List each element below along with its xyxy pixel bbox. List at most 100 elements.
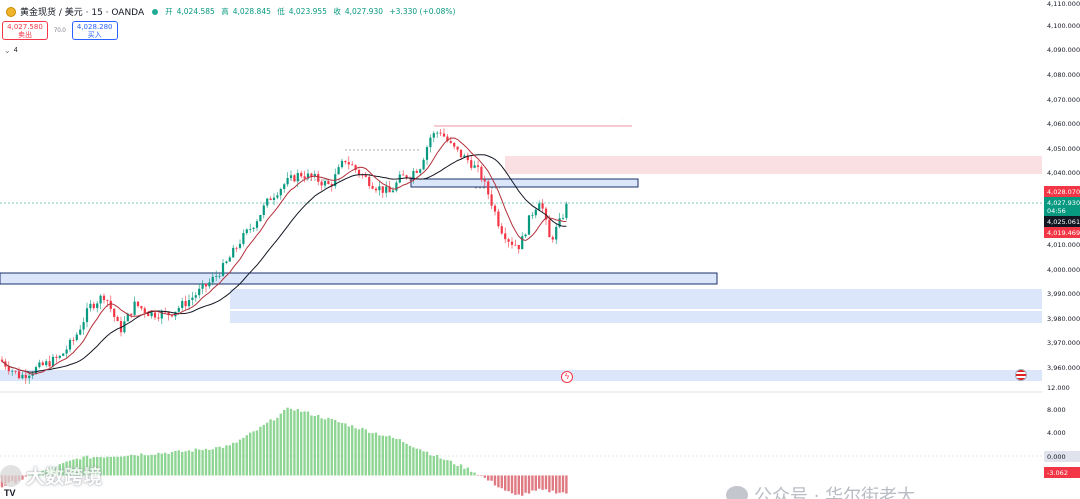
candle-body[interactable] xyxy=(167,311,170,316)
candle-body[interactable] xyxy=(538,203,541,210)
candle-body[interactable] xyxy=(211,276,214,283)
candle-body[interactable] xyxy=(429,137,432,148)
candle-body[interactable] xyxy=(62,353,65,356)
candles-group[interactable] xyxy=(0,128,568,384)
candle-body[interactable] xyxy=(565,203,568,218)
candle-body[interactable] xyxy=(521,236,524,250)
candle-body[interactable] xyxy=(551,237,554,240)
candle-body[interactable] xyxy=(218,275,221,277)
candle-body[interactable] xyxy=(58,355,61,358)
candle-body[interactable] xyxy=(79,329,82,335)
candle-body[interactable] xyxy=(507,239,510,242)
candle-body[interactable] xyxy=(378,186,381,191)
candle-body[interactable] xyxy=(14,370,17,372)
candle-body[interactable] xyxy=(208,282,211,287)
candle-body[interactable] xyxy=(483,179,486,182)
candle-body[interactable] xyxy=(555,226,558,240)
candle-body[interactable] xyxy=(68,339,72,350)
candle-body[interactable] xyxy=(198,288,201,296)
candle-body[interactable] xyxy=(510,241,514,245)
candle-body[interactable] xyxy=(136,301,140,307)
candle-body[interactable] xyxy=(306,173,310,179)
candle-body[interactable] xyxy=(232,247,235,258)
candle-body[interactable] xyxy=(133,301,136,315)
candle-body[interactable] xyxy=(473,165,476,168)
candle-body[interactable] xyxy=(75,334,78,341)
candle-body[interactable] xyxy=(548,219,551,238)
candle-body[interactable] xyxy=(55,356,58,358)
candle-body[interactable] xyxy=(228,257,231,262)
candle-body[interactable] xyxy=(449,141,452,143)
candle-body[interactable] xyxy=(51,356,55,367)
candle-body[interactable] xyxy=(490,194,493,206)
candle-body[interactable] xyxy=(259,214,262,222)
candle-body[interactable] xyxy=(7,366,10,372)
candle-body[interactable] xyxy=(0,359,4,362)
candle-body[interactable] xyxy=(21,374,24,379)
candle-body[interactable] xyxy=(323,181,327,186)
candle-body[interactable] xyxy=(310,173,313,177)
candle-body[interactable] xyxy=(524,234,527,237)
candle-body[interactable] xyxy=(419,169,422,173)
candle-body[interactable] xyxy=(364,175,367,177)
candle-body[interactable] xyxy=(500,226,503,234)
candle-body[interactable] xyxy=(504,233,507,240)
candle-body[interactable] xyxy=(266,198,269,206)
candle-body[interactable] xyxy=(153,312,157,318)
candle-body[interactable] xyxy=(221,263,225,276)
candle-body[interactable] xyxy=(317,174,320,182)
candle-body[interactable] xyxy=(242,233,245,244)
lightning-alert-icon[interactable]: ϟ xyxy=(561,371,573,383)
candle-body[interactable] xyxy=(381,186,384,193)
candle-body[interactable] xyxy=(347,162,350,165)
symbol-title[interactable]: 黄金现货 / 美元 · 15 · OANDA xyxy=(20,8,145,18)
candle-body[interactable] xyxy=(337,167,340,175)
candle-body[interactable] xyxy=(170,315,174,317)
candle-body[interactable] xyxy=(388,186,391,193)
candle-body[interactable] xyxy=(368,176,371,187)
candle-body[interactable] xyxy=(463,155,466,158)
candle-body[interactable] xyxy=(436,132,439,134)
candle-body[interactable] xyxy=(344,160,347,163)
candle-body[interactable] xyxy=(24,374,27,379)
candle-body[interactable] xyxy=(99,295,102,304)
candle-body[interactable] xyxy=(286,178,289,185)
candle-body[interactable] xyxy=(425,147,429,160)
candle-body[interactable] xyxy=(320,181,323,186)
candle-body[interactable] xyxy=(446,136,449,142)
candle-body[interactable] xyxy=(65,349,68,354)
candle-body[interactable] xyxy=(45,361,48,366)
candle-body[interactable] xyxy=(157,317,160,319)
candle-body[interactable] xyxy=(116,316,119,322)
candle-body[interactable] xyxy=(245,229,248,234)
candle-body[interactable] xyxy=(480,166,483,180)
candle-body[interactable] xyxy=(34,367,38,374)
candle-body[interactable] xyxy=(371,186,374,189)
candle-body[interactable] xyxy=(17,371,21,379)
candle-body[interactable] xyxy=(442,133,446,137)
candle-body[interactable] xyxy=(279,188,282,196)
candle-body[interactable] xyxy=(225,261,228,264)
candle-body[interactable] xyxy=(531,215,534,217)
candle-body[interactable] xyxy=(303,176,306,179)
candle-body[interactable] xyxy=(527,215,531,235)
candle-body[interactable] xyxy=(514,244,517,246)
candle-body[interactable] xyxy=(82,322,85,330)
candle-body[interactable] xyxy=(351,164,354,166)
candle-body[interactable] xyxy=(558,218,561,227)
candle-body[interactable] xyxy=(269,198,272,201)
price-chart[interactable]: · xyxy=(0,0,1042,499)
candle-body[interactable] xyxy=(405,175,408,178)
candle-body[interactable] xyxy=(204,283,208,287)
support-zone-lower[interactable] xyxy=(230,311,1042,323)
candle-body[interactable] xyxy=(255,221,259,228)
candle-body[interactable] xyxy=(272,197,276,201)
candle-body[interactable] xyxy=(276,195,279,198)
candle-body[interactable] xyxy=(415,171,418,173)
candle-body[interactable] xyxy=(412,171,415,179)
candle-body[interactable] xyxy=(106,300,109,301)
candle-body[interactable] xyxy=(184,301,187,307)
price-scale[interactable]: 4,110.000 4,100.000 4,090.000 4,080.000 … xyxy=(1042,0,1080,499)
candle-body[interactable] xyxy=(191,297,194,301)
candle-body[interactable] xyxy=(177,307,180,312)
